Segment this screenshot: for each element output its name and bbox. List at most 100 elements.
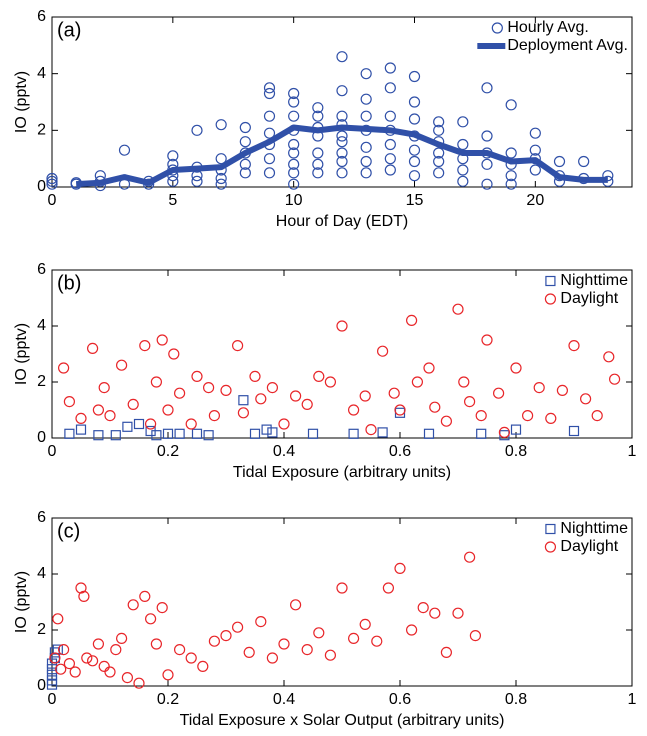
circle-marker [384,138,396,151]
circle-marker [191,124,203,136]
circle-marker [481,82,493,94]
square-marker [46,675,58,686]
circle-marker [384,153,396,165]
legend: Hourly Avg.Deployment Avg. [477,19,628,54]
circle-marker [185,652,197,664]
circle-marker [263,82,276,94]
circle-marker [529,164,541,176]
circle-marker [57,643,70,656]
circle-marker [139,590,151,603]
circle-marker [521,410,534,422]
circle-marker [263,110,276,122]
x-tick-label: 5 [168,192,177,209]
circle-marker [510,362,522,374]
y-tick-label: 0 [37,677,46,694]
legend-label: Nighttime [560,272,628,289]
circle-marker [481,334,493,346]
circle-marker [406,314,418,326]
circle-marker [458,376,470,388]
circle-marker [156,334,168,346]
circle-marker [249,370,261,382]
circle-marker [220,384,232,396]
circle-marker [457,175,469,187]
circle-marker [208,635,220,647]
circle-marker [493,387,505,399]
circle-marker [63,657,76,670]
circle-marker [301,398,313,410]
circle-marker [498,426,510,438]
legend-label: Nighttime [560,520,628,537]
circle-marker [220,629,232,642]
circle-marker [263,127,276,139]
x-tick-label: 0.4 [273,691,295,708]
y-tick-label: 2 [37,373,46,390]
x-tick-label: 0.2 [157,691,179,708]
circle-marker [118,144,131,156]
circle-marker [568,340,580,352]
circle-marker [266,382,278,394]
square-marker [510,424,522,435]
circle-marker [55,663,67,675]
axes-box [51,269,633,439]
circle-marker [92,638,105,650]
square-marker [133,418,145,430]
circle-marker [312,102,324,114]
circle-marker [360,141,372,153]
circle-marker [481,130,493,142]
circle-marker [288,167,300,179]
circle-marker [359,390,371,402]
square-marker [307,428,319,439]
circle-marker [239,136,251,148]
x-tick-label: 20 [526,192,544,209]
circle-marker [359,618,371,631]
square-marker [394,407,406,418]
circle-marker [312,110,324,122]
circle-marker [215,172,227,185]
circle-marker [312,147,324,159]
square-marker [162,428,174,439]
circle-marker [115,632,128,645]
circle-marker [336,136,348,148]
circle-marker [336,85,348,97]
y-axis-label: IO (pptv) [13,323,30,385]
circle-marker [360,155,372,168]
circle-marker [239,158,251,170]
y-tick-label: 2 [37,122,46,139]
circle-marker [127,398,139,410]
circle-marker [98,660,110,673]
circle-marker [394,562,406,575]
circle-marker [197,660,209,673]
circle-marker [433,116,445,128]
circle-marker [92,404,105,416]
square-marker [46,658,58,669]
square-marker [75,424,87,435]
circle-marker [255,393,267,405]
circle-marker [408,144,421,156]
circle-marker [145,613,157,625]
x-tick-label: 15 [406,192,424,209]
x-tick-label: 0.2 [157,443,179,460]
x-axis-label: Hour of Day (EDT) [276,213,408,230]
circle-marker [239,167,251,179]
square-marker [249,428,261,439]
circle-marker [215,119,227,131]
circle-marker [544,541,557,553]
circle-marker [278,638,290,650]
circle-marker [481,158,493,170]
circle-marker [288,158,300,170]
square-marker [122,421,133,432]
legend-label: Daylight [560,290,618,307]
circle-marker [150,376,162,388]
x-tick-label: 0.6 [389,691,411,708]
circle-marker [191,175,203,187]
circle-marker [208,410,220,422]
legend-label: Hourly Avg. [507,19,589,36]
square-marker [64,428,75,439]
circle-marker [52,613,64,625]
circle-marker [336,167,348,179]
x-tick-label: 0.6 [389,443,411,460]
y-tick-label: 4 [37,65,46,82]
circle-marker [491,22,503,34]
circle-marker [312,158,324,170]
